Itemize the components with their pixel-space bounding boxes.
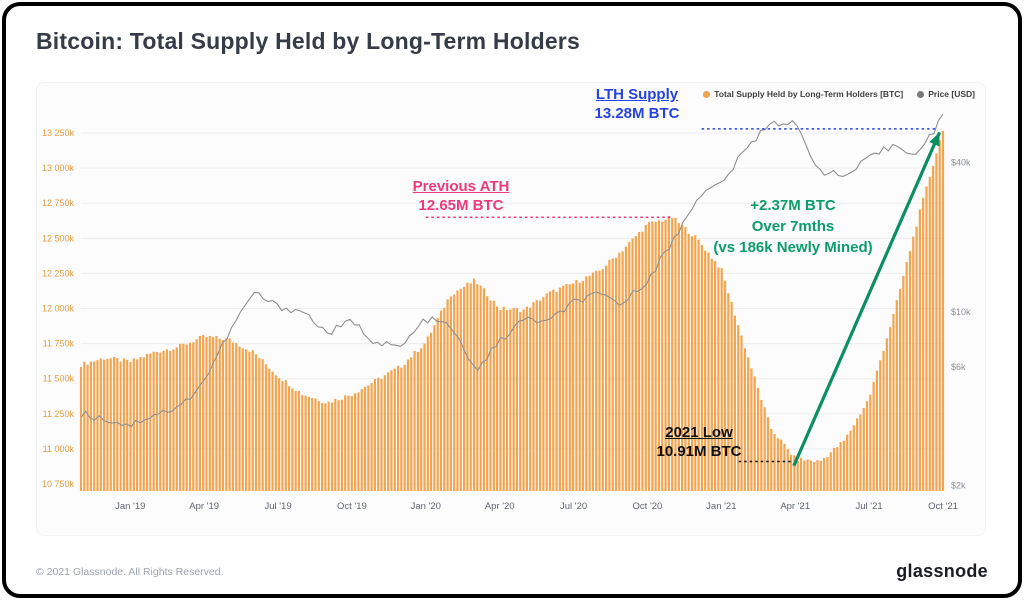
copyright-text: © 2021 Glassnode. All Rights Reserved. [36, 566, 224, 578]
glassnode-logo: glassnode [896, 561, 988, 581]
price-series-swatch-icon [917, 90, 925, 98]
annotation-2021-low-title: 2021 Low [665, 424, 733, 441]
svg-text:12 750k: 12 750k [42, 198, 75, 208]
svg-text:12 250k: 12 250k [42, 268, 75, 278]
svg-text:Oct '21: Oct '21 [928, 501, 958, 512]
svg-text:Apr '21: Apr '21 [780, 501, 810, 512]
page-title: Bitcoin: Total Supply Held by Long-Term … [36, 28, 580, 54]
svg-text:$10k: $10k [951, 307, 971, 317]
legend-item-price: Price [USD] [917, 89, 975, 99]
svg-text:13 000k: 13 000k [42, 163, 75, 173]
annotation-previous-ath-title: Previous ATH [412, 178, 510, 195]
svg-text:Apr '19: Apr '19 [189, 501, 219, 512]
annotation-lth-supply-title: LTH Supply [595, 86, 679, 103]
svg-text:Oct '20: Oct '20 [633, 501, 663, 512]
annotation-lth-supply-value: 13.28M BTC [594, 105, 680, 122]
annotation-lth-supply: LTH Supply 13.28M BTC [551, 85, 723, 123]
svg-text:Jul '20: Jul '20 [560, 501, 587, 512]
annotation-2021-low-value: 10.91M BTC [656, 443, 742, 460]
chart-legend: Total Supply Held by Long-Term Holders [… [703, 89, 975, 99]
svg-text:$6k: $6k [951, 362, 966, 372]
legend-label-price: Price [USD] [928, 89, 975, 99]
annotation-2021-low: 2021 Low 10.91M BTC [613, 423, 785, 461]
legend-label-lth: Total Supply Held by Long-Term Holders [… [714, 89, 904, 99]
svg-text:Apr '20: Apr '20 [485, 501, 515, 512]
annotation-previous-ath: Previous ATH 12.65M BTC [375, 177, 547, 215]
annotation-growth-line2: Over 7mths [751, 218, 835, 235]
svg-text:Jan '19: Jan '19 [115, 501, 145, 512]
svg-text:11 500k: 11 500k [43, 374, 75, 384]
svg-text:Jan '21: Jan '21 [706, 501, 736, 512]
svg-text:12 000k: 12 000k [42, 304, 75, 314]
svg-text:11 250k: 11 250k [43, 409, 75, 419]
annotation-growth-line3: (vs 186k Newly Mined) [713, 239, 873, 256]
svg-text:10 750k: 10 750k [42, 479, 75, 489]
annotation-previous-ath-value: 12.65M BTC [418, 197, 504, 214]
annotation-growth: +2.37M BTC Over 7mths (vs 186k Newly Min… [701, 195, 885, 258]
svg-text:12 500k: 12 500k [42, 233, 75, 243]
chart-panel: 13 250k 13 000k 12 750k 12 500k 12 250k 12 00… [36, 82, 986, 536]
legend-item-lth-supply: Total Supply Held by Long-Term Holders [… [703, 89, 903, 99]
svg-text:11 000k: 11 000k [43, 444, 75, 454]
svg-text:Oct '19: Oct '19 [337, 501, 367, 512]
svg-text:Jan '20: Jan '20 [411, 501, 441, 512]
svg-text:11 750k: 11 750k [43, 339, 75, 349]
svg-text:$40k: $40k [951, 158, 971, 168]
svg-text:$2k: $2k [951, 480, 966, 490]
svg-text:Jul '19: Jul '19 [264, 501, 291, 512]
chart-canvas: 13 250k 13 000k 12 750k 12 500k 12 250k 12 00… [42, 113, 971, 512]
lth-series-swatch-icon [703, 90, 711, 98]
svg-text:13 250k: 13 250k [42, 128, 75, 138]
chart-card: Bitcoin: Total Supply Held by Long-Term … [6, 6, 1018, 594]
svg-text:Jul '21: Jul '21 [856, 501, 883, 512]
annotation-growth-line1: +2.37M BTC [750, 197, 836, 214]
